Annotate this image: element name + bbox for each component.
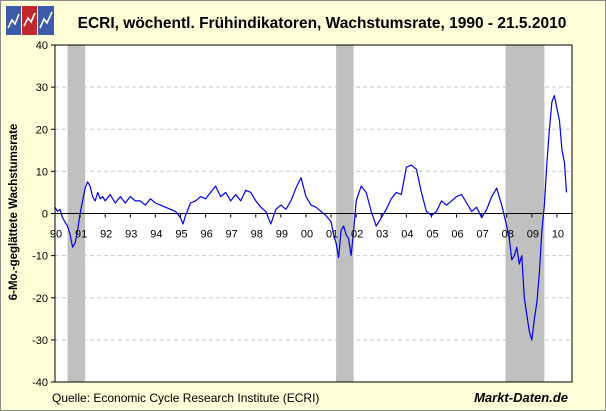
y-tick-label: -40 — [32, 377, 48, 389]
market-data-logo-icon — [6, 6, 54, 35]
x-tick-label: 97 — [226, 229, 238, 241]
x-tick-label: 07 — [477, 229, 489, 241]
brand-text: Markt-Daten.de — [474, 390, 568, 405]
x-tick-label: 98 — [251, 229, 263, 241]
x-tick-label: 03 — [376, 229, 388, 241]
x-tick-label: 01 — [326, 229, 338, 241]
x-tick-label: 10 — [552, 229, 564, 241]
x-tick-label: 09 — [527, 229, 539, 241]
x-tick-label: 02 — [351, 229, 363, 241]
x-tick-label: 96 — [200, 229, 212, 241]
x-tick-label: 99 — [276, 229, 288, 241]
y-tick-label: 40 — [36, 40, 48, 52]
x-tick-label: 90 — [50, 229, 62, 241]
x-tick-label: 93 — [125, 229, 137, 241]
x-axis-ticks: 90 91 92 93 94 95 96 97 98 99 00 01 02 03 04 05 06 07 08 09… — [50, 213, 564, 241]
x-tick-label: 95 — [175, 229, 187, 241]
y-axis-label: 6-Mo.-geglättete Wachstumsrate — [8, 124, 20, 301]
chart-title: ECRI, wöchentl. Frühindikatoren, Wachstu… — [78, 15, 567, 32]
y-tick-label: -10 — [32, 251, 48, 263]
grid-lines — [55, 86, 572, 341]
x-tick-label: 91 — [75, 229, 87, 241]
series-line — [54, 95, 568, 341]
x-tick-label: 94 — [150, 229, 162, 241]
x-tick-label: 06 — [451, 229, 463, 241]
y-tick-label: 30 — [36, 82, 48, 94]
y-tick-label: 20 — [36, 124, 48, 136]
x-tick-label: 04 — [401, 229, 413, 241]
x-tick-label: 00 — [301, 229, 313, 241]
y-axis-ticks: -40 -30 -20 -10 0 10 20 30 40 — [32, 40, 55, 389]
x-tick-label: 08 — [502, 229, 514, 241]
y-tick-label: -20 — [32, 293, 48, 305]
x-tick-label: 92 — [100, 229, 112, 241]
y-tick-label: 0 — [42, 209, 48, 221]
y-tick-label: 10 — [36, 166, 48, 178]
source-text: Quelle: Economic Cycle Research Institut… — [52, 391, 319, 405]
y-tick-label: -30 — [32, 335, 48, 347]
x-tick-label: 05 — [426, 229, 438, 241]
